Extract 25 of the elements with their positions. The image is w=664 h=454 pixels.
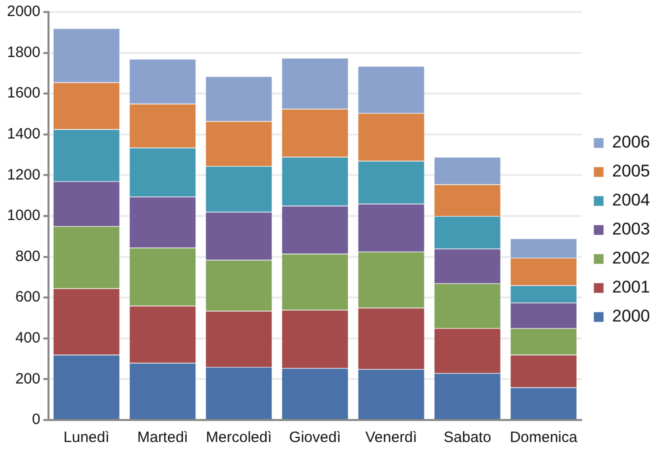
x-tick-label: Martedì <box>137 429 188 446</box>
y-tick-label: 0 <box>32 411 40 428</box>
y-tick-label: 200 <box>15 370 40 388</box>
legend-label: 2000 <box>612 306 650 326</box>
legend-label: 2006 <box>612 132 650 152</box>
x-tick-label: Domenica <box>510 429 578 446</box>
legend-label: 2004 <box>612 190 650 210</box>
y-tick-label: 1800 <box>6 44 40 61</box>
legend-label: 2005 <box>612 162 650 181</box>
y-tick-label: 1000 <box>6 207 40 224</box>
x-tick-label: Giovedì <box>289 429 341 446</box>
x-tick-label: Venerdì <box>365 429 418 446</box>
legend-label: 2003 <box>612 220 650 239</box>
x-tick-label: Sabato <box>444 429 492 446</box>
legend-label: 2001 <box>612 278 650 297</box>
y-tick-label: 600 <box>15 288 40 306</box>
x-tick-label: Mercoledì <box>206 429 272 446</box>
y-tick-label: 1600 <box>6 84 40 102</box>
y-tick-label: 400 <box>15 330 40 347</box>
y-tick-label: 1200 <box>6 166 40 184</box>
legend-label: 2002 <box>612 248 650 268</box>
y-tick-label: 2000 <box>6 3 40 20</box>
x-tick-label: Lunedì <box>64 429 110 446</box>
y-tick-label: 800 <box>15 248 40 265</box>
y-tick-label: 1400 <box>6 126 40 143</box>
